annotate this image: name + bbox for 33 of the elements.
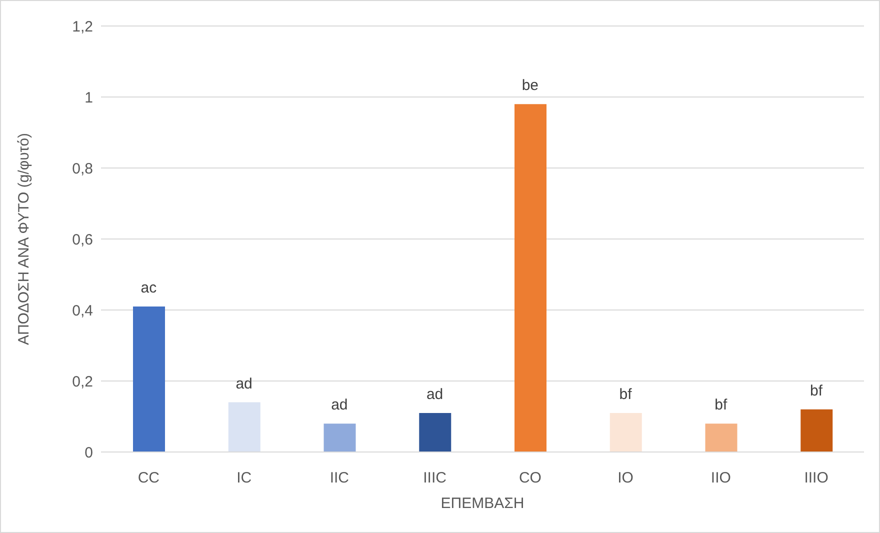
y-tick-label: 0 [84,444,93,462]
y-axis-title: ΑΠΟΔΟΣΗ ΑΝΑ ΦΥΤΟ (g/φυτό) [15,132,32,346]
x-axis-title: ΕΠΕΜΒΑΣΗ [440,495,524,512]
bar [800,409,833,452]
y-tick-label: 0,4 [72,302,93,320]
x-tick-label: IC [236,470,252,487]
bar [514,104,546,452]
annotation: ac [140,279,158,296]
x-tick-label: CO [518,470,542,487]
annotation: bf [714,396,728,414]
bar [324,424,356,452]
x-tick-label: IIO [710,470,731,487]
annotation: be [522,77,539,94]
annotation: ad [236,375,252,392]
x-tick-label: IIC [330,470,350,487]
annotation: ad [426,386,444,403]
y-tick-label: 1,2 [72,18,93,36]
y-tick-label: 0,6 [72,231,93,248]
annotation: bf [619,386,633,403]
bar [419,412,452,452]
bar [133,306,165,452]
y-tick-label: 1 [84,89,93,106]
bar [610,412,642,452]
x-tick-label: IO [618,470,634,487]
x-tick-label: IIIO [804,470,828,487]
annotation: ad [331,396,348,414]
x-tick-label: IIIC [423,470,447,487]
y-tick-label: 0,8 [72,160,93,178]
x-tick-label: CC [138,470,160,487]
annotation: bf [810,382,824,400]
bar [228,402,260,452]
y-tick-label: 0,2 [72,373,93,390]
bar [705,424,738,452]
